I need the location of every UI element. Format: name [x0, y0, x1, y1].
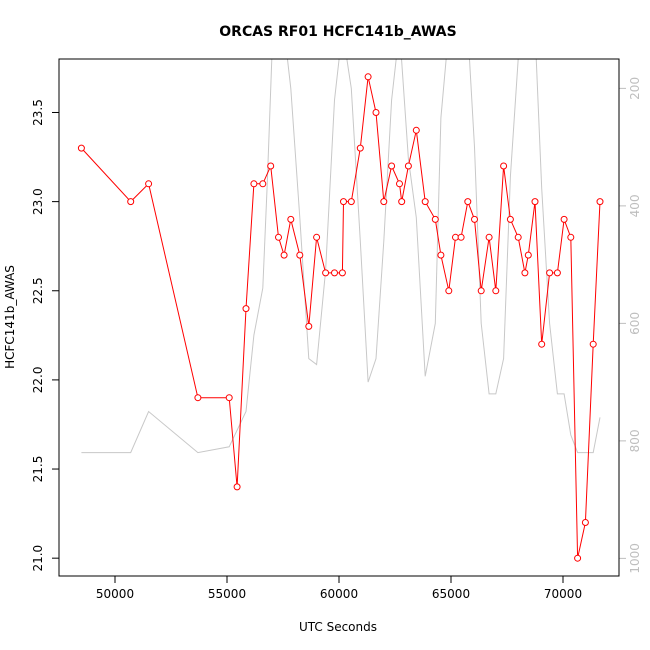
data-point-0 [77, 144, 85, 152]
data-point-6 [242, 305, 250, 313]
x-tick-label: 65000 [432, 587, 470, 601]
data-point-21 [356, 144, 364, 152]
data-point-17 [331, 269, 338, 277]
data-point-28 [404, 162, 412, 170]
data-point-43 [514, 233, 522, 241]
y-tick-label: 22.0 [31, 367, 45, 394]
data-point-19 [340, 198, 347, 206]
y2-tick-label: 800 [628, 429, 642, 452]
data-point-51 [567, 233, 575, 241]
y2-tick-label: 200 [628, 77, 642, 100]
data-point-54 [589, 340, 597, 348]
data-point-53 [581, 519, 589, 526]
data-point-7 [250, 180, 258, 188]
data-point-10 [275, 233, 282, 241]
data-point-44 [521, 269, 529, 277]
y-tick-label: 22.5 [31, 277, 45, 304]
data-point-39 [485, 233, 493, 241]
data-point-32 [437, 251, 445, 259]
y-tick-label: 23.5 [31, 99, 45, 126]
x-tick-label: 60000 [320, 587, 358, 601]
data-point-20 [347, 198, 355, 206]
data-point-18 [338, 269, 346, 277]
data-point-16 [322, 269, 330, 277]
data-point-12 [287, 215, 295, 223]
y2-tick-label: 1000 [628, 543, 642, 574]
data-point-50 [560, 215, 568, 223]
data-point-49 [553, 269, 561, 277]
x-tick-label: 70000 [544, 587, 582, 601]
data-point-15 [313, 233, 321, 241]
data-point-37 [471, 215, 478, 223]
y2-tick-label: 400 [628, 194, 642, 217]
data-point-42 [506, 215, 514, 223]
plot-frame [58, 58, 620, 577]
data-point-33 [445, 287, 453, 295]
data-point-48 [546, 269, 554, 277]
data-point-52 [574, 554, 582, 562]
data-point-38 [477, 287, 485, 295]
x-axis-label: UTC Seconds [299, 620, 377, 634]
x-tick-label: 50000 [96, 587, 134, 601]
data-point-4 [225, 394, 233, 402]
data-point-25 [388, 162, 396, 170]
data-point-26 [396, 180, 403, 188]
y-axis-label: HCFC141b_AWAS [3, 265, 17, 369]
y2-tick-label: 600 [628, 312, 642, 335]
data-point-2 [145, 180, 153, 188]
data-point-45 [524, 251, 532, 259]
series-right-axis [81, 59, 601, 454]
data-point-5 [233, 483, 241, 491]
data-point-3 [194, 394, 202, 402]
data-point-23 [372, 109, 380, 116]
x-tick-label: 55000 [208, 587, 246, 601]
data-point-36 [464, 198, 472, 206]
data-point-14 [305, 322, 313, 330]
series-left-axis [77, 73, 604, 562]
data-point-29 [412, 126, 420, 134]
y-tick-label: 21.5 [31, 456, 45, 483]
data-point-24 [380, 198, 388, 206]
data-point-27 [398, 198, 406, 206]
data-point-41 [500, 162, 508, 170]
data-point-13 [296, 251, 304, 259]
data-point-1 [127, 198, 135, 206]
data-point-9 [267, 162, 275, 170]
data-point-47 [538, 340, 546, 348]
data-point-31 [431, 215, 439, 223]
data-point-30 [421, 198, 429, 206]
series-line-right-axis [81, 59, 601, 454]
data-point-8 [259, 180, 267, 188]
data-point-40 [492, 287, 500, 295]
data-point-22 [364, 73, 372, 81]
data-point-55 [596, 198, 604, 206]
chart-title: ORCAS RF01 HCFC141b_AWAS [219, 24, 456, 40]
series-line-left-axis [81, 76, 601, 559]
data-point-11 [280, 251, 288, 259]
data-point-46 [531, 198, 539, 206]
y-tick-label: 21.0 [31, 545, 45, 572]
data-point-35 [457, 233, 465, 241]
y-tick-label: 23.0 [31, 188, 45, 215]
